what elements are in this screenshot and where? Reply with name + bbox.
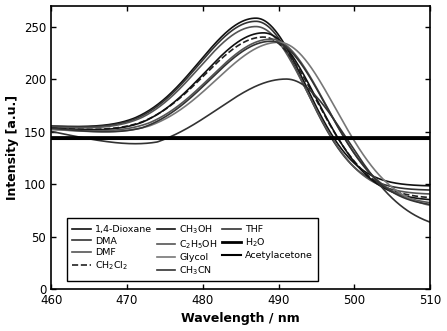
X-axis label: Wavelength / nm: Wavelength / nm bbox=[181, 312, 300, 325]
Legend: 1,4-Dioxane, DMA, DMF, CH$_2$Cl$_2$, CH$_3$OH, C$_2$H$_5$OH, Glycol, CH$_3$CN, T: 1,4-Dioxane, DMA, DMF, CH$_2$Cl$_2$, CH$… bbox=[67, 218, 318, 281]
Y-axis label: Intensity [a.u.]: Intensity [a.u.] bbox=[5, 95, 19, 200]
